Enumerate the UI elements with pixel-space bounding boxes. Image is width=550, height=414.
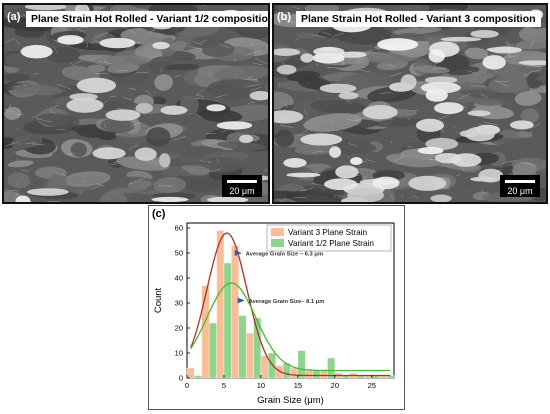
sem-micrograph-b xyxy=(274,5,546,202)
chart-legend: Variant 3 Plane Strain Variant 1/2 Plane … xyxy=(266,224,392,252)
bar-series-1-5 xyxy=(245,332,254,379)
scale-bar-b: 20 μm xyxy=(500,175,540,197)
micrograph-panel-b: (b) Plane Strain Hot Rolled - Variant 3 … xyxy=(272,3,548,204)
bar-series-2-1 xyxy=(194,375,202,379)
scale-bar-label-a: 20 μm xyxy=(229,186,255,196)
bar-series-2-2 xyxy=(208,322,217,379)
legend-label-2: Variant 1/2 Plane Strain xyxy=(288,239,374,248)
legend-label-1: Variant 3 Plane Strain xyxy=(288,228,367,237)
annotation-text-2: Average Grain Size– 8.1 μm xyxy=(249,299,325,305)
legend-box xyxy=(266,224,392,252)
bar-series-2-8 xyxy=(297,350,306,379)
x-tick-label-3: 15 xyxy=(294,381,302,390)
x-axis-label: Grain Size (μm) xyxy=(257,395,324,406)
panel-b-title: Plane Strain Hot Rolled - Variant 3 comp… xyxy=(296,11,541,27)
bar-series-2-9 xyxy=(312,370,321,379)
bar-series-1-10 xyxy=(319,370,328,379)
legend-swatch-2 xyxy=(271,239,284,247)
bar-series-1-9 xyxy=(305,370,313,379)
x-tick-label-4: 20 xyxy=(331,381,339,390)
bar-series-2-7 xyxy=(282,362,291,379)
y-tick-label-0: 0 xyxy=(179,374,183,383)
x-tick-label-0: 0 xyxy=(185,381,189,390)
legend-swatch-1 xyxy=(271,228,284,236)
bar-series-1-3 xyxy=(216,230,225,379)
bar-series-1-4 xyxy=(231,245,239,379)
y-axis-label: Count xyxy=(153,287,164,313)
y-tick-label-4: 40 xyxy=(175,274,183,283)
bar-series-2-4 xyxy=(238,315,247,379)
bar-series-1-6 xyxy=(260,355,269,379)
x-tick-label-5: 25 xyxy=(368,381,376,390)
bar-series-1-8 xyxy=(290,367,299,379)
grain-size-histogram: 0 5 10 15 20 25 0 10 20 30 40 50 60 Grain Size (μm) Co… xyxy=(153,222,395,406)
bar-series-2-6 xyxy=(268,352,276,379)
annotation-arrow-2 xyxy=(237,297,245,304)
grain-size-chart-panel: 0 5 10 15 20 25 0 10 20 30 40 50 60 Grain Size (μm) Co… xyxy=(148,205,405,410)
panel-b-label: (b) xyxy=(277,11,292,23)
scale-bar-line-b xyxy=(505,180,535,183)
scale-bar-label-b: 20 μm xyxy=(507,186,533,196)
bar-series-2-14 xyxy=(386,375,395,379)
panel-c-label: (c) xyxy=(152,208,166,220)
annotation-text-1: Average Grain Size – 6.3 μm xyxy=(246,252,323,258)
panel-a-label: (a) xyxy=(7,11,21,23)
sem-micrograph-a xyxy=(4,5,268,202)
y-tick-label-1: 10 xyxy=(175,349,183,358)
bar-series-1-1 xyxy=(186,367,195,379)
annotation-arrow-1 xyxy=(234,250,242,256)
fit-curve-2 xyxy=(190,282,391,372)
y-tick-label-6: 60 xyxy=(175,224,183,233)
panel-a-title: Plane Strain Hot Rolled - Variant 1/2 co… xyxy=(26,11,268,27)
y-tick-label-2: 20 xyxy=(175,324,183,333)
micrograph-panel-a: (a) Plane Strain Hot Rolled - Variant 1/… xyxy=(2,3,270,204)
y-tick-label-3: 30 xyxy=(175,299,183,308)
scale-bar-line-a xyxy=(227,180,257,183)
x-tick-label-1: 5 xyxy=(222,381,226,390)
bar-series-1-2 xyxy=(201,285,210,379)
scale-bar-a: 20 μm xyxy=(222,175,262,197)
bar-series-2-10 xyxy=(327,357,336,379)
bar-series-2-5 xyxy=(253,317,262,379)
x-tick-label-2: 10 xyxy=(257,381,265,390)
y-tick-label-5: 50 xyxy=(175,249,183,258)
grain-texture xyxy=(4,5,268,202)
fit-curve-1 xyxy=(190,232,391,377)
bar-series-2-3 xyxy=(223,262,232,379)
